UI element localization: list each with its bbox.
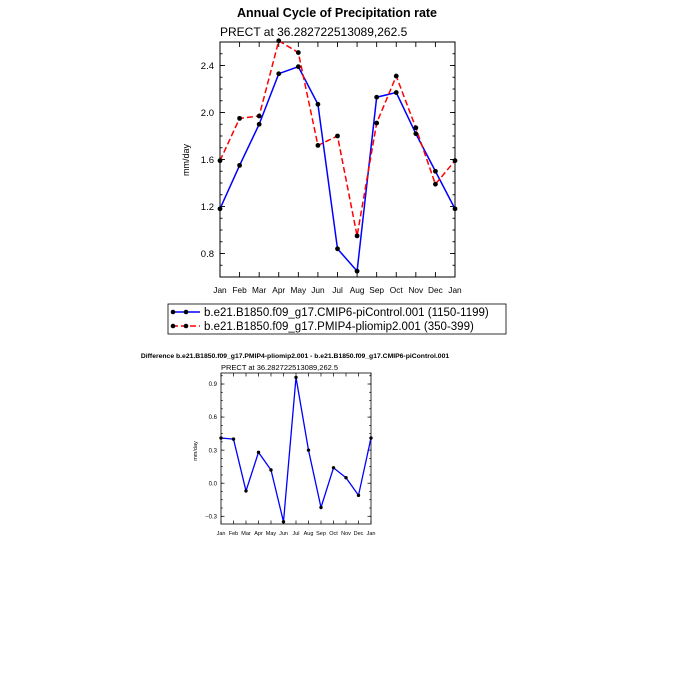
difference-chart: Difference b.e21.B1850.f09_g17.PMIP4-pli… — [141, 353, 449, 537]
data-point — [306, 448, 311, 452]
y-tick-label: 0.9 — [209, 382, 218, 388]
data-point — [295, 64, 301, 70]
x-tick-label: Nov — [408, 285, 424, 295]
chart-title: Difference b.e21.B1850.f09_g17.PMIP4-pli… — [141, 353, 449, 360]
x-tick-label: Mar — [252, 285, 267, 295]
series-line-0 — [220, 377, 372, 522]
x-tick-label: Jul — [332, 285, 343, 295]
x-tick-label: Apr — [254, 531, 263, 537]
data-point — [276, 71, 282, 77]
x-tick-label: Sep — [369, 285, 384, 295]
data-point — [369, 436, 373, 440]
data-point — [217, 206, 223, 212]
y-tick-label: 1.6 — [201, 155, 214, 166]
plot-frame — [220, 372, 372, 525]
plot-frame — [219, 41, 456, 278]
y-tick-label: −0.3 — [205, 514, 218, 520]
y-tick-label: 2.4 — [201, 61, 214, 72]
data-point — [237, 162, 242, 168]
data-point — [319, 505, 323, 510]
x-tick-label: Aug — [304, 531, 314, 537]
legend-label-pliomip: b.e21.B1850.f09_g17.PMIP4-pliomip2.001 (… — [204, 321, 474, 333]
chart-subtitle: PRECT at 36.282722513089,262.5 — [220, 25, 408, 39]
data-point — [231, 437, 236, 441]
data-point — [354, 233, 360, 239]
y-tick-label: 1.2 — [201, 202, 214, 213]
x-tick-label: Jan — [367, 531, 376, 537]
x-tick-label: Sep — [316, 531, 326, 537]
data-point — [244, 489, 248, 493]
data-point — [393, 73, 399, 79]
data-point — [315, 101, 321, 107]
x-tick-label: Apr — [272, 285, 285, 295]
x-tick-label: Aug — [350, 285, 365, 295]
y-tick-label: 0.8 — [201, 249, 214, 260]
legend-box — [167, 303, 507, 335]
data-point — [374, 94, 380, 100]
data-point — [295, 50, 301, 55]
data-point — [356, 493, 361, 498]
x-tick-label: Jan — [213, 285, 227, 295]
data-point — [269, 468, 273, 472]
x-tick-label: Oct — [329, 531, 338, 537]
data-point — [354, 268, 360, 274]
y-axis-label: mm/day — [193, 441, 199, 461]
legend-marker-control — [183, 309, 189, 315]
x-tick-label: Jan — [448, 285, 462, 295]
legend-marker-pliomip — [170, 323, 176, 329]
legend-marker-control — [170, 309, 176, 315]
x-tick-label: Jun — [311, 285, 325, 295]
y-axis-label: mm/day — [181, 144, 191, 177]
data-point — [344, 476, 348, 480]
data-point — [335, 246, 340, 252]
data-point — [374, 120, 380, 126]
annual-cycle-chart: Annual Cycle of Precipitation rate PRECT… — [181, 6, 462, 295]
x-tick-label: May — [266, 531, 277, 537]
y-tick-label: 0.0 — [209, 481, 218, 487]
x-tick-label: Feb — [229, 531, 238, 537]
legend: b.e21.B1850.f09_g17.CMIP6-piControl.001 … — [167, 303, 507, 335]
x-tick-label: Jul — [292, 531, 299, 537]
y-tick-label: 0.6 — [209, 415, 218, 421]
x-tick-label: May — [290, 285, 307, 295]
data-point — [413, 125, 419, 131]
x-tick-label: Oct — [390, 285, 404, 295]
chart-subtitle: PRECT at 36.282722513089,262.5 — [221, 363, 338, 372]
x-tick-label: Dec — [354, 531, 364, 537]
data-point — [294, 375, 298, 380]
data-point — [452, 158, 458, 164]
x-tick-label: Jun — [279, 531, 288, 537]
legend-marker-pliomip — [183, 323, 189, 329]
data-point — [219, 436, 223, 440]
x-tick-label: Nov — [341, 531, 351, 537]
y-tick-label: 0.3 — [209, 448, 218, 454]
data-point — [452, 206, 458, 212]
data-point — [237, 115, 242, 121]
legend-label-control: b.e21.B1850.f09_g17.CMIP6-piControl.001 … — [204, 307, 489, 319]
x-tick-label: Jan — [217, 531, 226, 537]
data-point — [256, 121, 262, 127]
data-point — [256, 450, 261, 455]
x-tick-label: Dec — [428, 285, 443, 295]
data-point — [393, 90, 399, 95]
chart-title: Annual Cycle of Precipitation rate — [237, 6, 437, 20]
data-point — [276, 38, 282, 44]
data-point — [413, 131, 419, 137]
data-point — [335, 133, 340, 139]
data-point — [256, 113, 262, 119]
data-point — [217, 158, 223, 164]
y-tick-label: 2.0 — [201, 108, 214, 119]
x-tick-label: Mar — [241, 531, 251, 537]
data-point — [433, 168, 438, 174]
series-line-0 — [219, 65, 456, 273]
data-point — [315, 143, 321, 148]
x-tick-label: Feb — [232, 285, 247, 295]
data-point — [281, 520, 286, 524]
data-point — [331, 466, 336, 470]
data-point — [433, 181, 438, 187]
